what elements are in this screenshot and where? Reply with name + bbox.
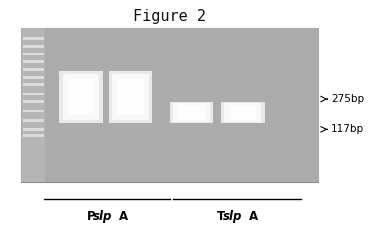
Bar (23, 110, 44, 112)
Bar (23, 100, 44, 103)
Bar (23, 83, 44, 86)
Bar (23, 119, 44, 122)
Bar (117, 79, 144, 116)
Bar (62, 74, 99, 120)
Bar (22, 28, 45, 182)
Bar (23, 37, 44, 40)
Text: Figure 2: Figure 2 (133, 9, 206, 24)
Bar (23, 128, 44, 131)
Bar (221, 102, 265, 123)
Bar (23, 53, 44, 55)
Text: A: A (119, 210, 128, 223)
Bar (112, 74, 149, 120)
Bar (173, 103, 210, 122)
Bar (170, 102, 213, 123)
Bar (68, 79, 94, 116)
Bar (224, 103, 261, 122)
Bar (21, 28, 318, 182)
Bar (23, 76, 44, 79)
Text: T: T (217, 210, 225, 223)
Text: A: A (249, 210, 258, 223)
Bar (59, 28, 103, 182)
Bar (23, 134, 44, 137)
Text: slp: slp (93, 210, 112, 223)
Bar (23, 93, 44, 96)
Text: 275bp: 275bp (331, 94, 364, 104)
Text: 117bp: 117bp (331, 124, 364, 134)
Bar (178, 105, 205, 120)
Bar (170, 28, 213, 182)
Bar (109, 71, 152, 123)
Bar (23, 68, 44, 71)
Text: slp: slp (223, 210, 242, 223)
Bar (109, 28, 152, 182)
Bar (23, 45, 44, 48)
Text: P: P (87, 210, 96, 223)
Bar (23, 60, 44, 63)
Bar (230, 105, 256, 120)
Bar (221, 28, 265, 182)
Bar (59, 71, 103, 123)
